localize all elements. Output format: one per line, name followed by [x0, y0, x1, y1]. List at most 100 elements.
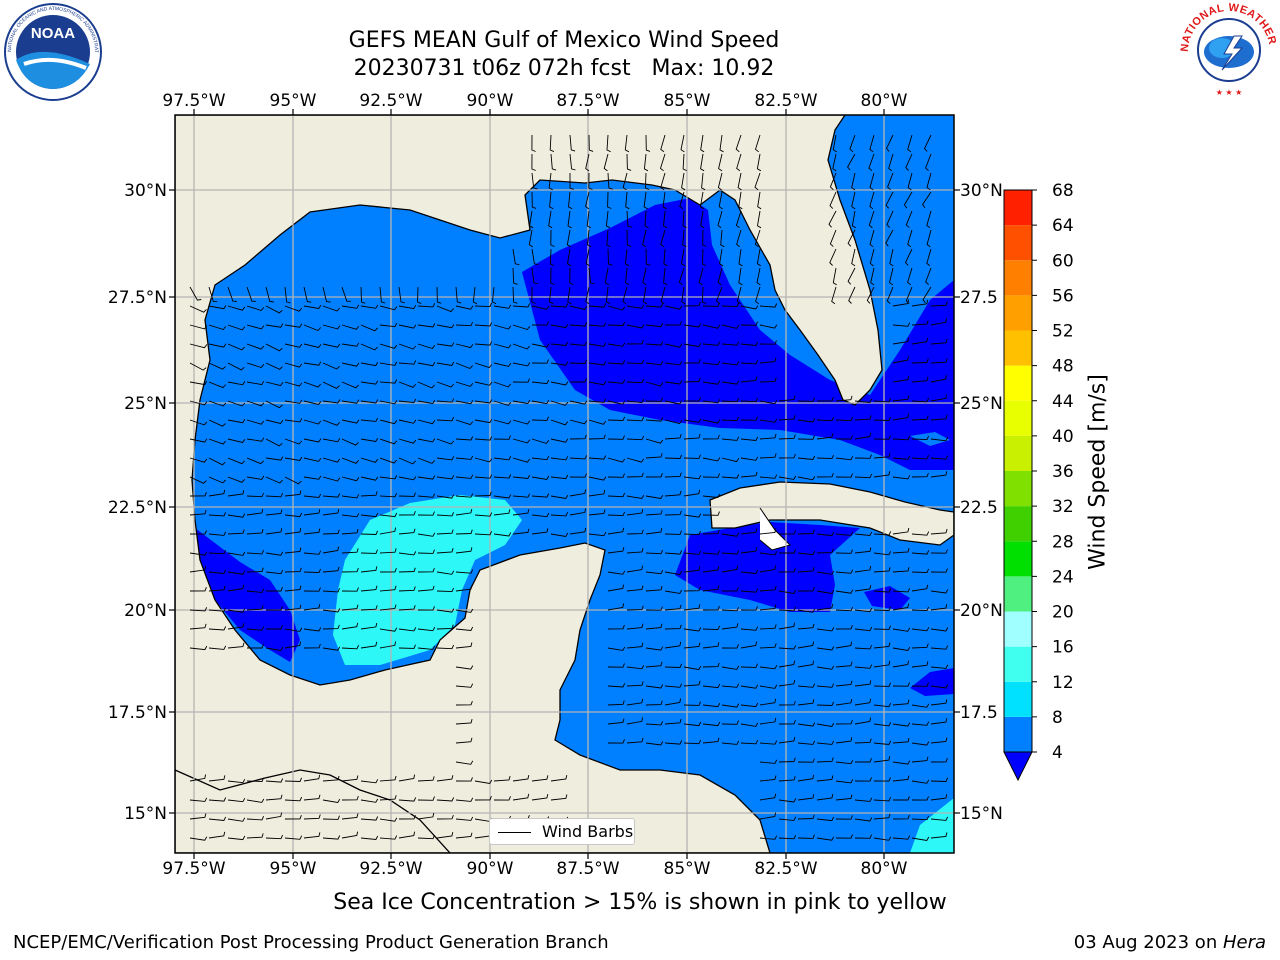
wind-barb [567, 210, 572, 229]
wind-barb [873, 756, 891, 763]
wind-barb [379, 286, 386, 304]
wind-barb [645, 569, 664, 575]
wind-barb [930, 455, 949, 460]
wind-barb [529, 210, 534, 229]
wind-barb [756, 153, 762, 172]
wind-barb [436, 570, 455, 575]
wind-barb [930, 816, 949, 821]
wind-barb [626, 698, 644, 706]
wind-barb [873, 702, 892, 708]
wind-barb [889, 248, 894, 267]
wind-barb [816, 793, 834, 801]
wind-barb [227, 835, 246, 841]
wind-barb [835, 759, 854, 765]
wind-barb [189, 797, 208, 802]
wind-barb [208, 476, 226, 484]
wind-barb [208, 457, 226, 466]
wind-barb [322, 305, 341, 312]
wind-barb [398, 492, 416, 497]
wind-barb [930, 318, 947, 326]
wind-barb [911, 415, 929, 421]
wind-barb [778, 835, 797, 840]
colorbar-segment [1004, 576, 1032, 612]
wind-barb [587, 229, 592, 248]
wind-barb [550, 229, 555, 247]
wind-barb [683, 489, 701, 497]
wind-barb [455, 305, 474, 310]
wind-barb [436, 797, 455, 802]
wind-barb [322, 624, 340, 630]
wind-barb [683, 701, 702, 706]
wind-barb [930, 832, 948, 839]
wind-barb [797, 435, 815, 440]
wind-barb [645, 646, 664, 651]
wind-barb [797, 834, 815, 839]
wind-barb [626, 229, 632, 247]
wind-barb [322, 546, 340, 554]
wind-barb [759, 604, 777, 611]
wind-barb [569, 489, 587, 497]
lat-label-right: 15°N [960, 804, 1003, 824]
wind-barb [548, 172, 553, 191]
wind-barb [436, 529, 454, 535]
chart-subtitle: 20230731 t06z 072h fcst Max: 10.92 [353, 56, 775, 81]
wind-barb [721, 565, 739, 573]
wind-barb [930, 471, 948, 478]
wind-barb [379, 641, 397, 649]
wind-barb [702, 625, 721, 631]
wind-barb [925, 267, 932, 286]
wind-barb [911, 455, 930, 460]
wind-barb [227, 529, 245, 535]
wind-barb [683, 680, 701, 687]
wind-barb [227, 778, 246, 784]
wind-barb [303, 627, 322, 632]
wind-barb [854, 454, 872, 459]
wind-barb [835, 589, 854, 594]
wind-barb [664, 454, 683, 459]
wind-barb [778, 434, 796, 440]
wind-barb [759, 759, 778, 764]
wind-barb [303, 493, 322, 498]
wind-barb [626, 717, 644, 725]
wind-barb [417, 381, 435, 389]
wind-barb [303, 286, 312, 303]
wind-barb [607, 360, 626, 365]
wind-barb [702, 511, 720, 516]
wind-barb [284, 362, 303, 368]
wind-barb [208, 400, 227, 407]
wind-barb [512, 399, 531, 404]
colorbar-segment [1004, 435, 1032, 471]
wind-barb [759, 340, 777, 345]
wind-barb [757, 210, 762, 229]
wind-barb [436, 494, 455, 499]
wind-barb [702, 662, 720, 668]
wind-barb [493, 419, 512, 425]
wind-barb [835, 719, 853, 725]
wind-barb [759, 717, 777, 725]
wind-barb [892, 455, 911, 460]
wind-barb [797, 529, 815, 535]
wind-barb [208, 607, 227, 612]
wind-barb [341, 419, 360, 424]
colorbar-tick-label: 16 [1052, 638, 1074, 658]
legend-label: Wind Barbs [542, 822, 634, 841]
wind-barb [626, 378, 645, 384]
wind-barb [851, 172, 856, 191]
wind-barb [682, 210, 687, 229]
wind-barb [778, 567, 796, 573]
footer-date: 03 Aug 2023 on Hera [1074, 932, 1266, 953]
wind-barb [550, 361, 569, 366]
wind-barb [664, 718, 682, 725]
wind-barb [778, 622, 796, 630]
wind-barb [759, 624, 777, 630]
colorbar-tick-label: 4 [1052, 743, 1063, 763]
wind-barb [284, 527, 302, 535]
wind-barb [360, 512, 379, 518]
wind-barb [683, 513, 702, 518]
wind-barb [930, 758, 948, 763]
wind-barb [455, 381, 474, 387]
wind-barb [721, 341, 740, 346]
wind-barb [417, 419, 436, 425]
wind-barb [854, 797, 873, 802]
wind-barb [869, 191, 875, 210]
